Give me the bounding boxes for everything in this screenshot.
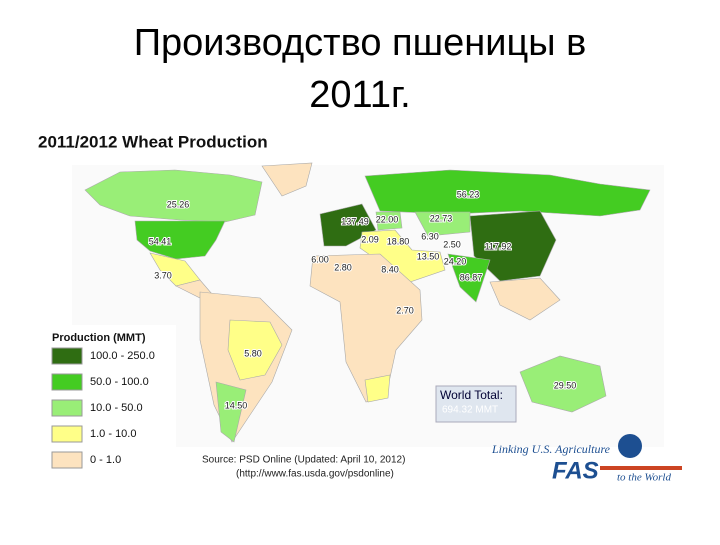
value-label: 2.70 <box>396 305 414 315</box>
value-label: 6.00 <box>311 254 329 264</box>
value-label: 137.49 <box>341 216 369 226</box>
logo-stripe <box>600 466 682 470</box>
value-label: 8.40 <box>381 264 399 274</box>
legend: 100.0 - 250.0 50.0 - 100.0 10.0 - 50.0 1.0 … <box>51 347 155 469</box>
world-total-value: 694.32 MMT <box>442 405 498 416</box>
logo-tagline: Linking U.S. Agriculture <box>491 442 611 456</box>
map-title: 2011/2012 Wheat Production <box>38 132 268 151</box>
value-label: 86.87 <box>460 272 483 282</box>
logo-sub: to the World <box>617 472 671 484</box>
brazil <box>227 319 283 381</box>
australia <box>519 355 607 413</box>
value-label: 22.73 <box>430 213 453 223</box>
value-label: 117.92 <box>485 241 512 251</box>
value-label: 18.80 <box>387 236 410 246</box>
south-africa <box>364 374 391 403</box>
value-label: 2.09 <box>361 234 379 244</box>
world-total-box <box>435 385 517 423</box>
value-label: 13.50 <box>417 251 440 261</box>
legend-swatch <box>51 425 83 443</box>
value-label: 5.80 <box>244 348 262 358</box>
canada <box>84 169 263 223</box>
value-label: 6.30 <box>421 231 439 241</box>
value-label: 2.50 <box>443 239 461 249</box>
value-label: 54.41 <box>149 236 172 246</box>
legend-swatch <box>51 347 83 365</box>
legend-swatch <box>51 399 83 417</box>
legend-swatch <box>51 373 83 391</box>
legend-swatch <box>51 451 83 469</box>
legend-label: 50.0 - 100.0 <box>90 376 149 388</box>
logo-name: FAS <box>552 457 599 484</box>
kazakhstan <box>414 211 471 237</box>
source: Source: PSD Online (Updated: April 10, 2… <box>202 455 405 466</box>
india <box>447 253 491 303</box>
legend-title: Production (MMT) <box>52 332 146 344</box>
legend-label: 100.0 - 250.0 <box>90 350 155 362</box>
greenland <box>261 162 313 197</box>
value-label: 14.50 <box>225 400 248 410</box>
china <box>469 210 557 282</box>
ukraine <box>375 211 403 231</box>
slide-title: 2011г. <box>309 74 411 116</box>
logo-globe <box>618 434 642 458</box>
slide-title: Производство пшеницы в <box>134 22 587 64</box>
middle-east <box>359 229 446 283</box>
legend-box <box>36 325 176 473</box>
legend-label: 0 - 1.0 <box>90 454 121 466</box>
usa <box>134 220 226 260</box>
value-label: 3.70 <box>154 270 172 280</box>
argentina <box>215 381 247 443</box>
value-label: 25.26 <box>167 199 190 209</box>
legend-label: 10.0 - 50.0 <box>90 402 143 414</box>
value-label: 29.50 <box>554 380 577 390</box>
world-total-label: World Total: <box>440 388 503 402</box>
value-label: 22.00 <box>376 214 399 224</box>
value-label: 24.20 <box>444 256 467 266</box>
value-labels: 25.26 54.41 3.70 137.49 22.00 22.73 56.23 2.09 1… <box>148 188 578 411</box>
source-url: (http://www.fas.usda.gov/psdonline) <box>236 469 394 480</box>
se-asia <box>489 277 561 321</box>
legend-label: 1.0 - 10.0 <box>90 428 136 440</box>
value-label: 56.23 <box>457 189 480 199</box>
value-label: 2.80 <box>334 262 352 272</box>
